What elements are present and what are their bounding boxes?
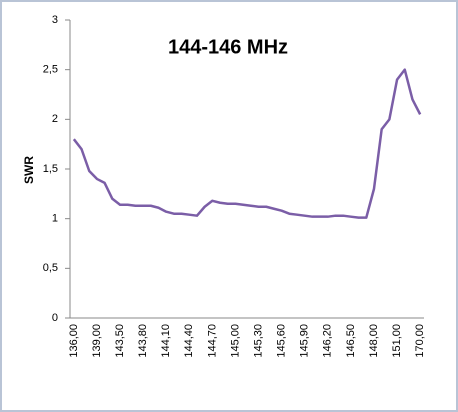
y-tick-label: 2,5 — [43, 64, 58, 76]
x-tick-label: 146,20 — [322, 324, 334, 358]
y-tick-label: 2 — [52, 113, 58, 125]
y-tick-label: 0 — [52, 312, 58, 324]
x-tick-label: 144,10 — [160, 324, 172, 358]
x-tick-label: 170,00 — [414, 324, 426, 358]
chart-title: 144-146 MHz — [168, 36, 288, 58]
x-tick-label: 151,00 — [391, 324, 403, 358]
x-tick-label: 148,00 — [368, 324, 380, 358]
x-tick-label: 143,80 — [137, 324, 149, 358]
x-tick-label: 144,40 — [183, 324, 195, 358]
x-tick-label: 145,00 — [229, 324, 241, 358]
y-tick-label: 1 — [52, 213, 58, 225]
data-line — [72, 68, 422, 219]
x-tick-label: 136,00 — [68, 324, 80, 358]
y-tick-label: 1,5 — [43, 163, 58, 175]
x-tick-label: 139,00 — [91, 324, 103, 358]
x-tick-label: 145,30 — [252, 324, 264, 358]
x-tick-label: 145,90 — [299, 324, 311, 358]
x-tick-label: 143,50 — [114, 324, 126, 358]
x-tick-label: 144,70 — [206, 324, 218, 358]
x-tick-label: 146,50 — [345, 324, 357, 358]
y-tick-label: 0,5 — [43, 262, 58, 274]
y-tick-label: 3 — [52, 14, 58, 26]
y-axis-label: SWR — [22, 156, 36, 184]
x-tick-label: 145,60 — [276, 324, 288, 358]
